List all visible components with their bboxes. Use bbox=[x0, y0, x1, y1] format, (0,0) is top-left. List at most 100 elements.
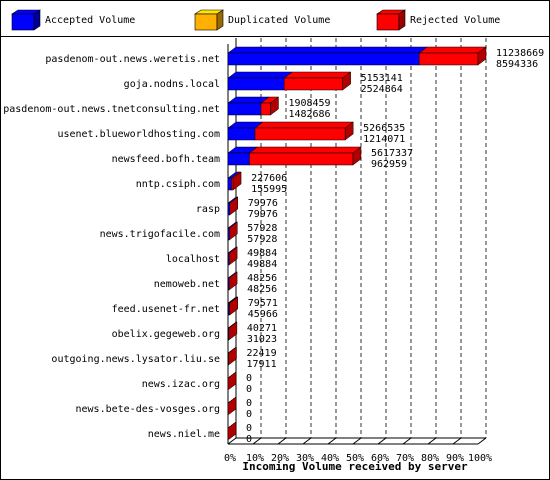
x-tick-label: 30% bbox=[296, 453, 314, 464]
x-axis-label: Incoming Volume received by server bbox=[242, 460, 468, 473]
bar-top bbox=[227, 46, 428, 54]
legend-label: Duplicated Volume bbox=[228, 15, 330, 26]
bar-top bbox=[418, 46, 487, 54]
y-tick-label: news.trigofacile.com bbox=[100, 229, 220, 240]
total-label: 79976 bbox=[248, 198, 278, 209]
bar bbox=[227, 77, 285, 91]
total-label: 22419 bbox=[246, 348, 276, 359]
accepted-label: 2524864 bbox=[361, 84, 403, 95]
bar-side bbox=[227, 396, 237, 416]
accepted-label: 79976 bbox=[248, 209, 278, 220]
accepted-label: 155995 bbox=[251, 184, 287, 195]
bar bbox=[254, 127, 346, 141]
bar bbox=[227, 202, 231, 216]
tick-mark bbox=[452, 437, 462, 445]
x-tick-label: 20% bbox=[271, 453, 289, 464]
legend-swatch bbox=[398, 9, 406, 31]
accepted-label: 57928 bbox=[247, 234, 277, 245]
x-tick-label: 90% bbox=[446, 453, 464, 464]
bar bbox=[227, 177, 232, 191]
x-tick-label: 40% bbox=[321, 453, 339, 464]
total-label: 79571 bbox=[248, 298, 278, 309]
x-tick-label: 70% bbox=[396, 453, 414, 464]
legend-swatch bbox=[376, 13, 400, 31]
x-tick-label: 100% bbox=[468, 453, 492, 464]
bar bbox=[418, 52, 479, 66]
bar-top bbox=[283, 71, 352, 79]
bar bbox=[227, 127, 256, 141]
total-label: 5266535 bbox=[363, 123, 405, 134]
y-tick-label: pasdenom-out.news.weretis.net bbox=[45, 54, 220, 65]
total-label: 0 bbox=[246, 398, 252, 409]
y-tick-label: feed.usenet-fr.net bbox=[112, 304, 220, 315]
y-tick-label: goja.nodns.local bbox=[124, 79, 220, 90]
total-label: 48256 bbox=[247, 273, 277, 284]
total-label: 227606 bbox=[251, 173, 287, 184]
tick-mark bbox=[477, 437, 487, 445]
y-tick-label: news.niel.me bbox=[148, 429, 220, 440]
x-tick-label: 10% bbox=[246, 453, 264, 464]
bar-side bbox=[229, 221, 238, 241]
y-tick-label: usenet.blueworldhosting.com bbox=[57, 129, 220, 140]
bar-side bbox=[228, 271, 238, 291]
total-label: 49884 bbox=[247, 248, 277, 259]
accepted-label: 8594336 bbox=[496, 59, 538, 70]
bar-side bbox=[270, 96, 279, 116]
x-tick-label: 60% bbox=[371, 453, 389, 464]
legend-swatch bbox=[33, 9, 41, 31]
total-label: 57928 bbox=[247, 223, 277, 234]
accepted-label: 45966 bbox=[248, 309, 278, 320]
bar-side bbox=[228, 346, 237, 366]
bar-side bbox=[352, 146, 362, 166]
tick-mark bbox=[277, 437, 287, 445]
bar-side bbox=[477, 46, 487, 66]
x-tick-label: 80% bbox=[421, 453, 439, 464]
accepted-label: 31023 bbox=[247, 334, 277, 345]
bar-side bbox=[229, 196, 239, 216]
y-tick-label: newsfeed.bofh.team bbox=[112, 154, 220, 165]
bar bbox=[283, 77, 343, 91]
total-label: 0 bbox=[246, 423, 252, 434]
y-tick-label: obelix.gegeweb.org bbox=[112, 329, 220, 340]
total-label: 11238669 bbox=[496, 48, 544, 59]
y-tick-label: localhost bbox=[166, 254, 220, 265]
y-tick-label: news.izac.org bbox=[142, 379, 220, 390]
accepted-label: 962959 bbox=[371, 159, 407, 170]
bar bbox=[249, 152, 354, 166]
total-label: 40271 bbox=[247, 323, 277, 334]
tick-mark bbox=[227, 437, 237, 445]
bar-side bbox=[344, 121, 354, 141]
tick-mark bbox=[427, 437, 437, 445]
y-tick-label: rasp bbox=[196, 204, 220, 215]
bar bbox=[227, 52, 420, 66]
accepted-label: 0 bbox=[246, 384, 252, 395]
y-tick-label: nntp.csiph.com bbox=[136, 179, 220, 190]
total-label: 5153141 bbox=[361, 73, 403, 84]
accepted-label: 48256 bbox=[247, 284, 277, 295]
legend-swatch bbox=[216, 9, 224, 31]
x-tick-label: 50% bbox=[346, 453, 364, 464]
bar-side bbox=[227, 371, 237, 391]
accepted-label: 0 bbox=[246, 409, 252, 420]
total-label: 0 bbox=[246, 373, 252, 384]
tick-mark bbox=[252, 437, 262, 445]
accepted-label: 1214071 bbox=[363, 134, 405, 145]
bar bbox=[227, 152, 250, 166]
bar-top bbox=[227, 71, 293, 79]
legend-swatch bbox=[194, 13, 218, 31]
tick-mark bbox=[327, 437, 337, 445]
y-tick-label: nemoweb.net bbox=[154, 279, 220, 290]
bar-side bbox=[228, 321, 238, 341]
bar-top bbox=[254, 121, 354, 129]
accepted-label: 17911 bbox=[246, 359, 276, 370]
y-tick-label: outgoing.news.lysator.liu.se bbox=[51, 354, 220, 365]
accepted-label: 1482686 bbox=[288, 109, 330, 120]
legend-label: Accepted Volume bbox=[45, 15, 135, 26]
y-tick-label: pasdenom-out.news.tnetconsulting.net bbox=[3, 104, 220, 115]
legend-label: Rejected Volume bbox=[410, 15, 500, 26]
x-tick-label: 0% bbox=[224, 453, 236, 464]
bar-top bbox=[248, 146, 362, 154]
bar-side bbox=[229, 296, 239, 316]
tick-mark bbox=[377, 437, 387, 445]
